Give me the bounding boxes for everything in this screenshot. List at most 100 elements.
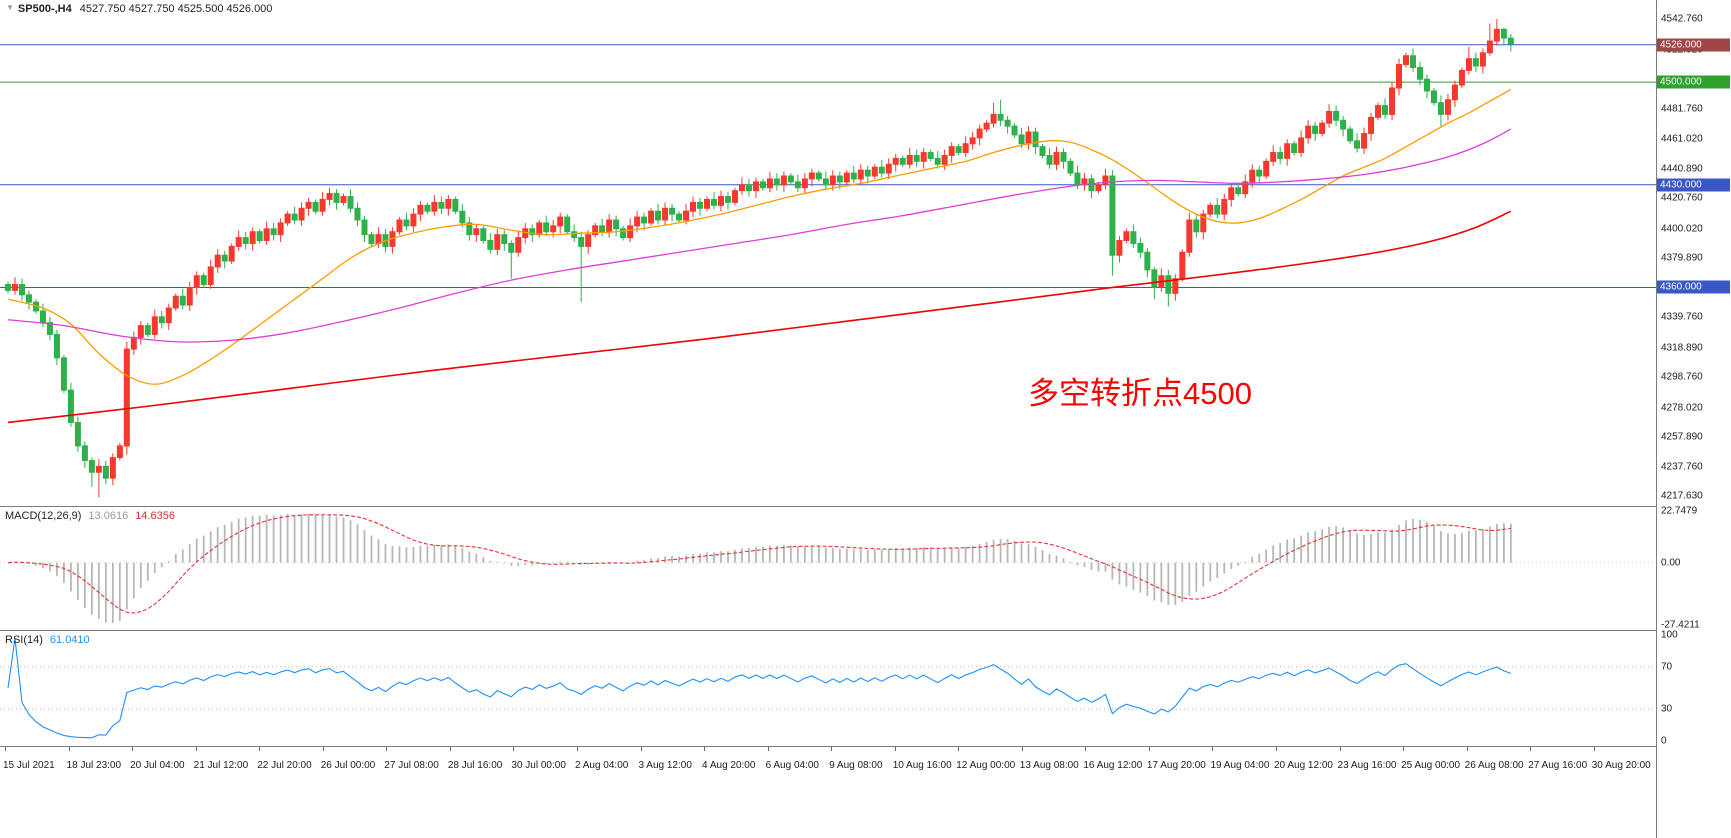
time-tick-mark [1530,747,1532,751]
rsi-label: RSI(14) [5,634,43,646]
time-axis[interactable]: 15 Jul 2021 18 Jul 23:00 20 Jul 04:00 21 Ju… [0,747,1656,838]
axis-tick-label: 4420.760 [1661,192,1703,204]
time-tick-mark [322,747,324,751]
time-tick-mark [1021,747,1023,751]
symbol-dropdown-icon[interactable]: ▼ [6,3,14,12]
time-tick-mark [640,747,642,751]
axis-tick-label: 30 [1661,703,1673,715]
time-tick-mark [386,747,388,751]
time-label: 28 Jul 16:00 [447,760,503,771]
time-tick-mark [1148,747,1150,751]
macd-signal-line [7,514,1511,614]
price-line-tag: 4360.000 [1657,280,1730,294]
price-line-tag: 4430.000 [1657,178,1730,192]
time-tick-mark [195,747,197,751]
axis-tick-label: 4461.020 [1661,133,1703,145]
time-label: 22 Jul 20:00 [257,760,312,771]
time-label: 23 Aug 16:00 [1337,760,1397,771]
axis-tick-label: 4400.020 [1661,223,1703,235]
rsi-line [7,638,1512,739]
axis-tick-label: 4237.760 [1661,461,1703,473]
axis-tick-label: -27.4211 [1661,619,1700,631]
time-label: 3 Aug 12:00 [638,760,692,771]
time-label: 19 Aug 04:00 [1210,760,1270,771]
price-line-tag: 4500.000 [1657,75,1730,89]
time-label: 25 Aug 00:00 [1401,760,1461,771]
axis-tick-label: 4278.020 [1661,402,1703,414]
time-tick-mark [449,747,451,751]
time-label: 15 Jul 2021 [3,760,55,771]
price-line-tag: 4526.000 [1657,38,1730,52]
time-label: 9 Aug 08:00 [829,760,883,771]
time-label: 6 Aug 04:00 [765,760,819,771]
candles [5,19,1514,498]
time-tick-mark [958,747,960,751]
time-tick-mark [1466,747,1468,751]
time-label: 30 Aug 20:00 [1591,760,1651,771]
axis-tick-label: 4440.890 [1661,163,1703,175]
time-tick-mark [259,747,261,751]
axis-tick-label: 0 [1661,735,1667,747]
time-tick-mark [1593,747,1595,751]
ma-fast-orange [7,88,1512,385]
rsi-value: 61.0410 [49,634,90,646]
time-label: 20 Aug 12:00 [1274,760,1333,771]
axis-tick-label: 0.00 [1661,557,1681,569]
time-label: 20 Jul 04:00 [130,760,185,771]
time-tick-mark [513,747,515,751]
symbol-period-label: SP500-,H4 [17,3,72,15]
time-tick-mark [1403,747,1405,751]
time-tick-mark [767,747,769,751]
axis-tick-label: 4542.760 [1661,13,1703,25]
macd-main-value: 13.0616 [88,510,129,522]
panel-splitter-macd[interactable] [0,506,1731,507]
time-label: 13 Aug 08:00 [1019,760,1079,771]
macd-indicator-canvas[interactable] [0,507,1656,630]
macd-header: MACD(12,26,9) 13.0616 14.6356 [5,510,175,522]
ma-mid-magenta [7,128,1512,343]
axis-tick-label: 4217.630 [1661,490,1703,502]
axis-tick-label: 100 [1661,629,1678,641]
time-tick-mark [68,747,70,751]
macd-label: MACD(12,26,9) [5,510,82,522]
time-label: 2 Aug 04:00 [574,760,629,771]
time-tick-mark [1276,747,1277,751]
time-tick-mark [894,747,896,751]
time-label: 30 Jul 00:00 [511,760,566,771]
time-label: 12 Aug 00:00 [956,760,1016,771]
time-label: 26 Aug 08:00 [1464,760,1524,771]
time-tick-mark [1339,747,1341,751]
axis-tick-label: 4257.890 [1661,431,1703,443]
time-label: 16 Aug 12:00 [1083,760,1143,771]
panel-splitter-time[interactable] [0,746,1731,747]
macd-histogram [14,513,1512,623]
axis-tick-label: 4481.760 [1661,103,1703,115]
axis-tick-label: 4339.760 [1661,311,1703,323]
axis-tick-label: 70 [1661,661,1673,673]
time-tick-mark [132,747,134,751]
time-label: 18 Jul 23:00 [66,760,122,771]
rsi-header: RSI(14) 61.0410 [5,634,90,646]
ohlc-values: 4527.750 4527.750 4525.500 4526.000 [79,3,273,15]
axis-tick-label: 4318.890 [1661,342,1703,354]
panel-splitter-rsi[interactable] [0,630,1731,631]
rsi-indicator-canvas[interactable] [0,631,1656,746]
time-tick-mark [831,747,833,751]
price-axis[interactable]: 4542.7604522.0204481.7604461.0204440.890… [1656,0,1731,838]
chart-ohlc-header: ▼ SP500-,H4 4527.750 4527.750 4525.500 452… [6,3,272,15]
time-tick-mark [5,747,6,751]
time-label: 17 Aug 20:00 [1146,760,1206,771]
axis-tick-label: 22.7479 [1661,505,1698,517]
time-tick-mark [1085,747,1087,751]
time-label: 21 Jul 12:00 [193,760,249,771]
ma-slow-red [7,210,1512,424]
time-tick-mark [704,747,706,751]
time-label: 27 Jul 08:00 [384,760,439,771]
time-label: 27 Aug 16:00 [1528,760,1588,771]
axis-tick-label: 4379.890 [1661,252,1703,264]
macd-signal-value: 14.6356 [135,510,175,522]
time-tick-mark [576,747,578,751]
chart-annotation-text: 多空转折点4500 [1028,376,1252,411]
time-label: 4 Aug 20:00 [702,760,756,771]
price-chart-canvas[interactable] [0,0,1656,506]
